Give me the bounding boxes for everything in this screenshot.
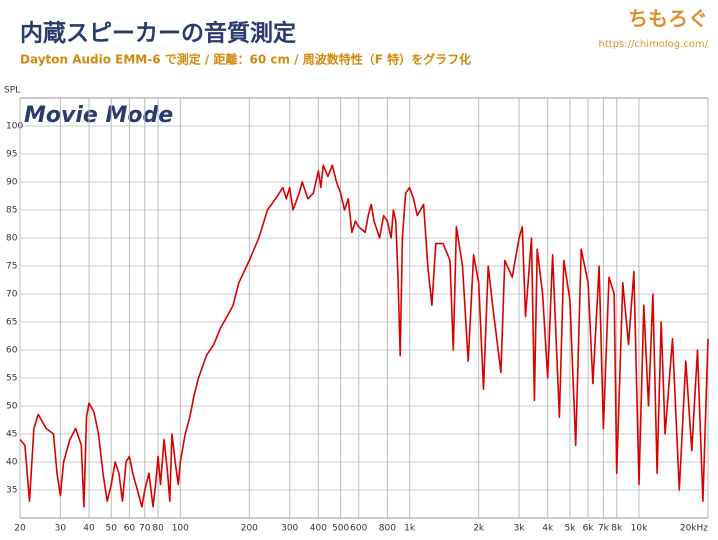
x-tick-label: 500 bbox=[332, 524, 349, 534]
annotation: Movie Mode bbox=[24, 103, 173, 128]
x-tick-label: 70 bbox=[139, 524, 151, 534]
x-tick-label: 20kHz bbox=[680, 524, 708, 534]
x-tick-label: 300 bbox=[281, 524, 298, 534]
y-tick-label: 50 bbox=[6, 402, 18, 412]
y-tick-label: 65 bbox=[6, 318, 17, 328]
chart-subtitle: Dayton Audio EMM-6 で測定 / 距離：60 cm / 周波数特… bbox=[20, 52, 471, 67]
x-tick-label: 100 bbox=[172, 524, 189, 534]
x-tick-label: 5k bbox=[564, 524, 576, 534]
response-line bbox=[19, 164, 709, 508]
x-tick-label: 3k bbox=[514, 524, 526, 534]
url: https://chimolog.com/ bbox=[599, 39, 709, 50]
y-tick-label: 35 bbox=[6, 486, 17, 496]
x-tick-label: 2k bbox=[473, 524, 485, 534]
x-tick-label: 800 bbox=[379, 524, 396, 534]
y-tick-label: 70 bbox=[6, 290, 18, 300]
y-tick-label: 95 bbox=[6, 150, 17, 160]
x-tick-label: 8k bbox=[611, 524, 623, 534]
x-tick-label: 80 bbox=[152, 524, 164, 534]
y-axis-label: SPL bbox=[4, 86, 20, 96]
x-tick-label: 7k bbox=[598, 524, 610, 534]
y-tick-label: 40 bbox=[6, 458, 18, 468]
logo: ちもろぐ bbox=[628, 7, 708, 31]
x-tick-label: 6k bbox=[583, 524, 595, 534]
y-tick-label: 85 bbox=[6, 206, 17, 216]
y-tick-label: 100 bbox=[6, 122, 23, 132]
chart-title: 内蔵スピーカーの音質測定 bbox=[20, 20, 296, 47]
y-tick-label: 75 bbox=[6, 262, 17, 272]
x-tick-label: 50 bbox=[106, 524, 118, 534]
x-tick-label: 400 bbox=[310, 524, 327, 534]
x-tick-label: 30 bbox=[55, 524, 67, 534]
x-tick-label: 200 bbox=[241, 524, 258, 534]
y-tick-label: 55 bbox=[6, 374, 17, 384]
x-tick-label: 60 bbox=[124, 524, 136, 534]
y-tick-label: 80 bbox=[6, 234, 18, 244]
y-tick-label: 90 bbox=[6, 178, 18, 188]
y-tick-label: 60 bbox=[6, 346, 18, 356]
x-tick-label: 1k bbox=[404, 524, 416, 534]
x-tick-label: 4k bbox=[542, 524, 554, 534]
y-tick-label: 45 bbox=[6, 430, 17, 440]
x-tick-label: 40 bbox=[83, 524, 95, 534]
x-tick-label: 10k bbox=[631, 524, 648, 534]
x-tick-label: 20 bbox=[14, 524, 26, 534]
x-tick-label: 600 bbox=[350, 524, 367, 534]
